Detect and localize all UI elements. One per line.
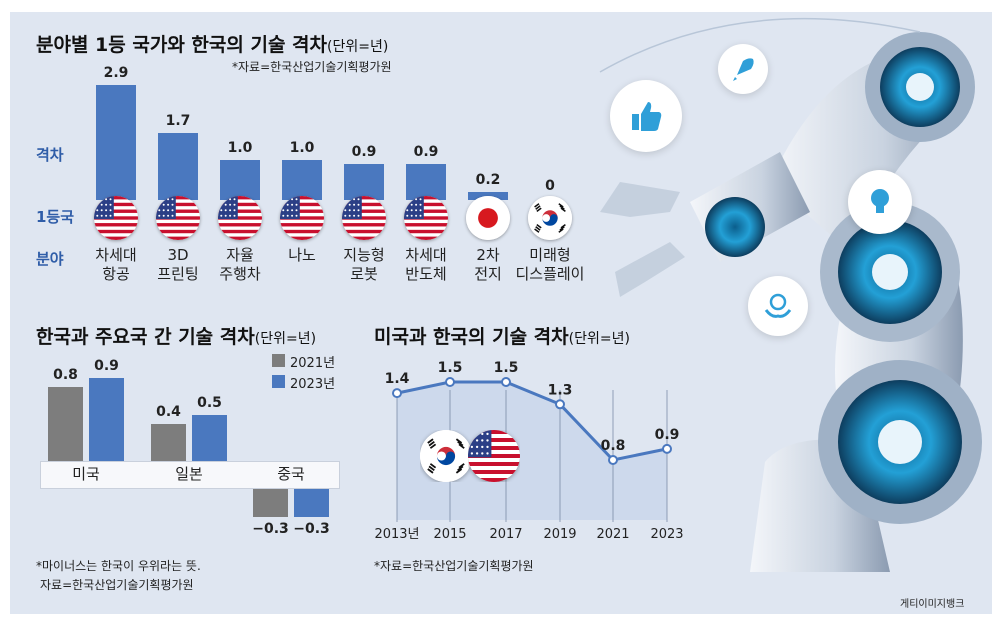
- row-label-first: 1등국: [36, 208, 75, 226]
- top-chart-source: *자료=한국산업기술기획평가원: [232, 60, 392, 74]
- line-point: [392, 388, 402, 399]
- top-bar-value-label: 1.7: [165, 112, 191, 129]
- x-tick-label: 2013년: [374, 527, 419, 542]
- us-flag: [468, 430, 520, 482]
- robot-arm-illustration: [599, 17, 982, 572]
- x-tick-label: 2017: [489, 527, 522, 542]
- right-chart-unit: (단위=년): [568, 331, 630, 347]
- top-bar: [282, 160, 322, 200]
- top-bar-value-label: 2.9: [103, 65, 129, 81]
- top-bar: [96, 85, 136, 200]
- right-chart-title-text: 미국과 한국의 기술 격차: [374, 326, 569, 348]
- grouped-bar-value-label: 0.8: [53, 367, 78, 384]
- top-bar-value-label: 0.2: [475, 172, 501, 189]
- us-flag: [404, 196, 448, 240]
- x-tick-label: 2023: [650, 527, 683, 542]
- line-point: [501, 377, 511, 387]
- japan-flag: [466, 196, 510, 240]
- top-bar-value-label: 0: [545, 178, 555, 194]
- line-value-label: 1.4: [385, 371, 410, 387]
- us-flag: [218, 196, 262, 240]
- thumbs-up-icon: [610, 80, 682, 152]
- bar-2021: [253, 489, 288, 517]
- top-category-label: 미래형 디스플레이: [515, 246, 585, 283]
- left-chart-title-text: 한국과 주요국 간 기술 격차: [36, 326, 255, 348]
- top-bar: [158, 132, 198, 200]
- left-chart-unit: (단위=년): [254, 331, 317, 347]
- grouped-category-label: 중국: [277, 465, 305, 483]
- image-credit: 게티이미지뱅크: [900, 599, 965, 610]
- row-label-gap: 격차: [36, 146, 64, 164]
- grouped-bar-value-label: −0.3: [293, 520, 330, 537]
- top-bar-value-label: 0.9: [413, 144, 439, 161]
- top-chart-unit: (단위=년): [327, 39, 389, 55]
- right-chart-source: *자료=한국산업기술기획평가원: [374, 559, 534, 573]
- bar-2023: [192, 415, 227, 461]
- bar-2023: [89, 378, 124, 461]
- line-chart: 1.4 2013년 1.5 2015 1.5 2017 1.3 2019 0.8 2021 0.9 2…: [374, 360, 683, 542]
- left-chart-source: 자료=한국산업기술기획평가원: [40, 578, 194, 592]
- rocket-icon: [718, 44, 768, 94]
- us-flag: [94, 196, 138, 240]
- line-value-label: 1.5: [494, 360, 519, 376]
- legend-label-2023: 2023년: [290, 377, 336, 392]
- left-chart-note: *마이너스는 한국이 우위라는 뜻.: [36, 559, 201, 573]
- line-value-label: 0.8: [601, 438, 626, 454]
- line-point: [608, 455, 618, 465]
- grouped-bar-value-label: −0.3: [252, 520, 289, 537]
- grouped-bar-value-label: 0.5: [197, 395, 222, 411]
- korea-flag: [528, 196, 572, 240]
- x-tick-label: 2021: [596, 527, 629, 542]
- grouped-category-label: 미국: [72, 465, 100, 483]
- series-line: [396, 380, 668, 462]
- korea-flag: [420, 430, 472, 482]
- top-bar: [220, 160, 260, 200]
- right-chart-title: 미국과 한국의 기술 격차(단위=년): [374, 322, 630, 349]
- bar-2021: [151, 424, 186, 461]
- x-tick-label: 2019: [543, 527, 576, 542]
- top-bar-value-label: 1.0: [289, 140, 315, 157]
- grouped-category-label: 일본: [175, 465, 203, 483]
- top-bar-value-label: 0.9: [351, 144, 377, 161]
- legend-swatch-2023: [272, 375, 285, 388]
- grouped-bar-value-label: 0.4: [156, 404, 181, 421]
- top-bar-value-label: 1.0: [227, 140, 253, 157]
- row-label-field: 분야: [36, 250, 64, 268]
- top-bar: [344, 164, 384, 200]
- legend-swatch-2021: [272, 354, 285, 367]
- left-chart-title: 한국과 주요국 간 기술 격차(단위=년): [36, 322, 316, 349]
- top-category-label: 차세대 반도체: [405, 246, 447, 283]
- top-category-label: 차세대 항공: [95, 246, 137, 283]
- x-tick-label: 2015: [433, 527, 466, 542]
- us-flag: [280, 196, 324, 240]
- line-value-label: 1.3: [548, 382, 573, 398]
- top-chart-title: 분야별 1등 국가와 한국의 기술 격차(단위=년): [36, 30, 388, 57]
- top-category-label: 지능형 로봇: [343, 246, 385, 283]
- top-category-label: 2차 전지: [474, 246, 502, 283]
- line-point: [662, 443, 672, 454]
- globe-hands-icon: [748, 276, 808, 336]
- category-band: [40, 461, 340, 489]
- legend-label-2021: 2021년: [290, 356, 336, 371]
- top-bar: [406, 164, 446, 200]
- bar-2023: [294, 489, 329, 517]
- top-chart-title-text: 분야별 1등 국가와 한국의 기술 격차: [36, 34, 328, 56]
- us-flag: [156, 196, 200, 240]
- line-area-fill: [397, 382, 667, 520]
- line-point: [445, 377, 455, 387]
- us-flag: [342, 196, 386, 240]
- line-value-label: 0.9: [655, 427, 680, 443]
- grouped-bar-value-label: 0.9: [94, 358, 119, 375]
- line-point: [555, 399, 565, 410]
- lightbulb-icon: [848, 170, 912, 234]
- top-category-label: 나노: [288, 246, 316, 264]
- top-category-label: 3D 프린팅: [157, 246, 199, 283]
- top-category-label: 자율 주행차: [219, 246, 261, 283]
- line-value-label: 1.5: [438, 360, 463, 376]
- bar-2021: [48, 387, 83, 461]
